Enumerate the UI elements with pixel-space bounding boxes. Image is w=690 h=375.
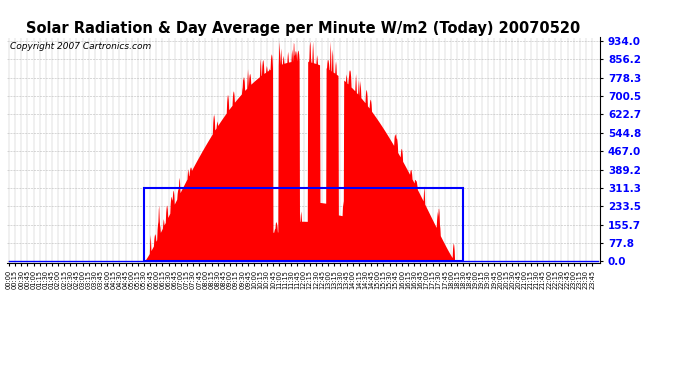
Text: Copyright 2007 Cartronics.com: Copyright 2007 Cartronics.com	[10, 42, 151, 51]
Bar	[144, 188, 463, 261]
Title: Solar Radiation & Day Average per Minute W/m2 (Today) 20070520: Solar Radiation & Day Average per Minute…	[26, 21, 581, 36]
